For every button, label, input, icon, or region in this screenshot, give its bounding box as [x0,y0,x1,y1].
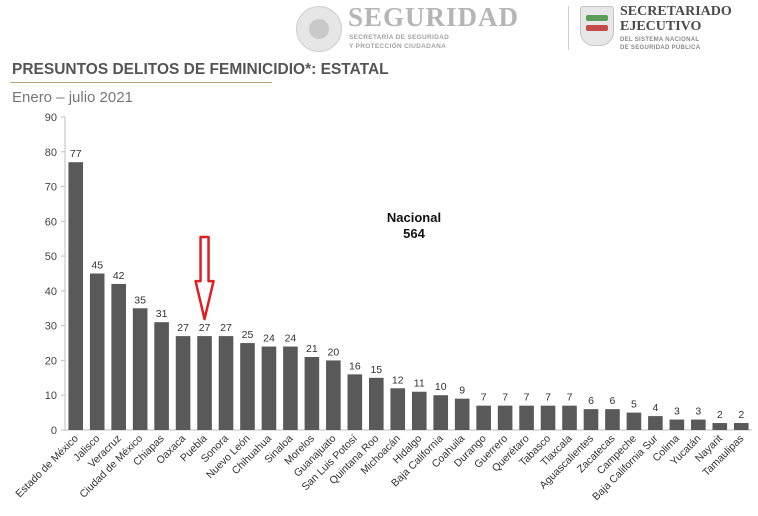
data-label: 35 [134,294,146,306]
secretariado-title-2: EJECUTIVO [620,19,702,34]
seguridad-logo-text: SEGURIDAD [348,2,520,32]
bar [605,409,620,430]
y-tick-label: 10 [45,390,57,402]
data-label: 20 [328,346,340,358]
data-label: 42 [113,270,125,282]
data-label: 21 [306,343,318,355]
data-label: 6 [588,395,594,407]
y-tick-label: 20 [45,355,57,367]
data-label: 2 [717,409,723,421]
title-underline [10,82,272,83]
national-total-value: 564 [403,226,425,241]
bar [476,405,491,430]
data-label: 31 [156,308,168,320]
bar [132,308,148,430]
bar [648,416,663,430]
bar [68,162,84,430]
bar [454,398,470,430]
data-label: 16 [349,360,361,372]
data-label: 15 [370,364,382,376]
bar [626,412,642,430]
bar [669,419,685,430]
data-label: 3 [695,406,701,418]
data-label: 6 [610,395,616,407]
bar [347,374,363,430]
bar [712,423,728,430]
bar [111,283,126,430]
secretariado-shield-icon [580,6,614,46]
data-label: 2 [738,409,744,421]
data-label: 7 [567,392,573,404]
secretariado-subtitle-2: DE SEGURIDAD PÚBLICA [620,45,701,51]
data-label: 24 [263,333,275,345]
x-tick-label: Estado de México [13,433,81,501]
bar [433,395,449,430]
header-logos: SEGURIDAD SECRETARÍA DE SEGURIDAD Y PROT… [0,0,758,60]
y-tick-label: 60 [45,216,57,228]
data-label: 7 [545,392,551,404]
bar [154,322,169,430]
bar [326,360,341,430]
bars-group [68,162,749,430]
y-tick-label: 70 [45,182,57,194]
data-label: 12 [392,374,404,386]
bar [240,343,255,430]
seguridad-logo-subtitle-2: Y PROTECCIÓN CIUDADANA [349,43,447,50]
data-label: 5 [631,399,637,411]
bar [304,356,320,430]
y-tick-label: 40 [45,286,57,298]
y-axis: 0 10 20 30 40 50 60 70 80 90 [45,112,752,437]
data-label: 24 [285,333,297,345]
bar [261,346,277,430]
bar [368,377,384,430]
bar [218,336,234,430]
bar [89,273,105,430]
logo-divider [568,6,569,50]
page-title: PRESUNTOS DELITOS DE FEMINICIDIO*: ESTAT… [12,61,389,78]
y-tick-label: 0 [51,425,57,437]
bar [519,405,534,430]
data-label: 77 [70,148,82,160]
data-label: 7 [524,392,530,404]
period-subtitle: Enero – julio 2021 [12,89,133,106]
bar [197,336,212,430]
bar [411,391,427,430]
bar [497,405,513,430]
data-label: 27 [220,322,232,334]
bar [175,336,191,430]
bar [540,405,556,430]
y-tick-label: 50 [45,251,57,263]
data-label: 10 [435,381,447,393]
y-tick-label: 30 [45,321,57,333]
bar [583,409,599,430]
data-label: 45 [91,260,103,272]
bar [691,419,706,430]
secretariado-title-1: SECRETARIADO [620,4,732,19]
data-label: 25 [242,329,254,341]
secretariado-subtitle-1: DEL SISTEMA NACIONAL [620,37,700,43]
data-label: 27 [199,322,211,334]
seguridad-logo-subtitle-1: SECRETARÍA DE SEGURIDAD [349,34,450,41]
bar [733,423,749,430]
y-tick-label: 80 [45,147,57,159]
data-label: 3 [674,406,680,418]
data-label: 27 [177,322,189,334]
data-label: 9 [459,385,465,397]
highlight-arrow-shape [194,235,215,321]
y-tick-label: 90 [45,112,57,124]
national-seal-icon [296,6,342,52]
data-label: 7 [481,392,487,404]
bar [390,388,406,430]
data-label: 11 [414,378,425,390]
bar [562,405,577,430]
national-total-label: Nacional [387,210,441,225]
highlight-arrow-icon [194,235,215,321]
bar [283,346,298,430]
data-label: 7 [502,392,508,404]
data-label: 4 [652,402,658,414]
